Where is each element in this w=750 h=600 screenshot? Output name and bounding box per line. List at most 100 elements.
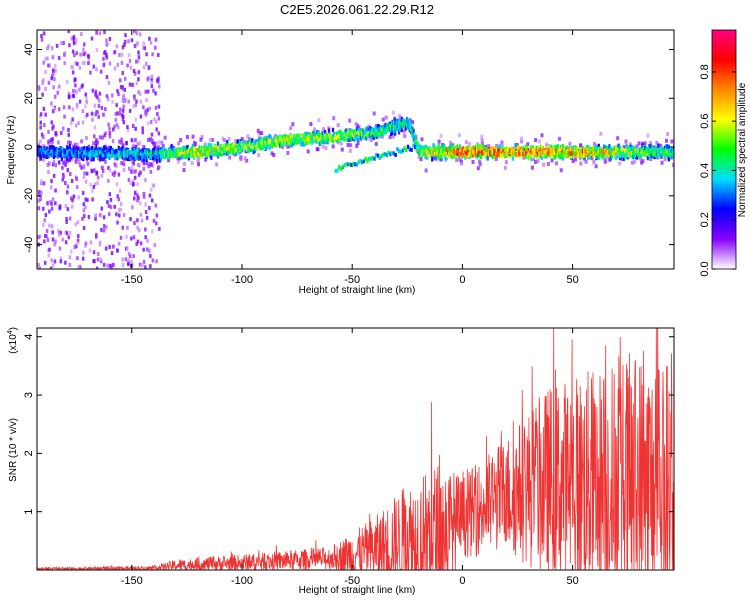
spectrogram-cell xyxy=(123,76,127,81)
x-tick-label: -50 xyxy=(344,575,360,587)
spectrogram-cell xyxy=(134,150,138,156)
spectrogram-cell xyxy=(536,147,540,152)
spectrogram-cell xyxy=(121,114,125,119)
spectrogram-cell xyxy=(597,155,600,161)
spectrogram-cell xyxy=(154,155,157,160)
spectrogram-cell xyxy=(663,153,667,158)
spectrogram-cell xyxy=(121,151,124,156)
spectrogram-cell xyxy=(634,148,637,154)
spectrogram-cell xyxy=(431,157,434,162)
spectrogram-cell xyxy=(155,213,159,218)
spectrogram-cell xyxy=(452,147,455,152)
snr-multiplier-exp: 4 xyxy=(7,330,14,334)
spectrogram-cell xyxy=(476,147,479,152)
spectrogram-cell xyxy=(154,119,158,124)
spectrogram-cell xyxy=(296,137,299,143)
spectrogram-cell xyxy=(432,150,435,155)
spectrogram-cell xyxy=(306,133,309,138)
spectrogram-cell xyxy=(429,151,432,157)
spectrogram-cell xyxy=(69,172,72,177)
spectrogram-cell xyxy=(136,198,139,203)
spectrogram-cell xyxy=(590,156,594,161)
spectrogram-cell xyxy=(550,151,553,156)
spectrogram-cell xyxy=(655,140,659,145)
spectrogram-cell xyxy=(146,108,149,113)
spectrogram-cell xyxy=(301,140,304,146)
spectrogram-cell xyxy=(132,161,136,166)
spectrogram-cell xyxy=(39,120,43,125)
spectrogram-cell xyxy=(647,146,651,151)
spectrogram-cell xyxy=(38,189,41,194)
spectrogram-cell xyxy=(109,197,113,202)
spectrogram-cell xyxy=(493,151,496,156)
spectrogram-cell xyxy=(530,156,533,162)
y-tick-label: 3 xyxy=(23,392,35,398)
spectrogram-cell xyxy=(149,154,152,160)
spectrogram-cell xyxy=(329,134,332,139)
spectrogram-cell xyxy=(390,150,394,155)
spectrogram-cell xyxy=(179,151,183,157)
spectrogram-cell xyxy=(409,129,413,135)
spectrogram-cell xyxy=(601,149,604,154)
spectrogram-cell xyxy=(279,137,282,142)
spectrogram-cell xyxy=(616,146,619,152)
spectrogram-cell xyxy=(326,136,329,142)
spectrogram-cell xyxy=(139,114,143,119)
spectrogram-cell xyxy=(310,138,313,143)
spectrogram-cell xyxy=(42,153,45,158)
spectrogram-cell xyxy=(366,158,369,163)
spectrogram-cell xyxy=(379,126,382,131)
spectrogram-cell xyxy=(83,150,86,155)
spectrogram-cell xyxy=(124,257,128,262)
spectrogram-cell xyxy=(44,70,47,75)
spectrogram-cell xyxy=(318,133,321,139)
spectrogram-cell xyxy=(143,46,147,51)
spectrogram-cell xyxy=(579,161,583,166)
spectrogram-cell xyxy=(103,148,106,154)
spectrogram-cell xyxy=(108,148,111,154)
spectrogram-cell xyxy=(534,138,538,143)
spectrogram-cell xyxy=(175,152,179,157)
spectrogram-cell xyxy=(142,192,146,197)
spectrogram-cell xyxy=(453,154,456,159)
spectrogram-cell xyxy=(85,146,89,151)
spectrogram-cell xyxy=(251,144,254,150)
spectrogram-cell xyxy=(472,152,475,158)
spectrogram-cell xyxy=(506,151,509,156)
spectrogram-cell xyxy=(369,138,373,143)
spectrogram-cell xyxy=(517,154,520,159)
spectrogram-cell xyxy=(462,148,466,154)
spectrogram-cell xyxy=(650,148,653,153)
spectrogram-cell xyxy=(71,107,75,112)
spectrogram-cell xyxy=(170,143,173,149)
spectrogram-cell xyxy=(158,151,161,156)
spectrogram-cell xyxy=(44,87,47,92)
spectrogram-cell xyxy=(380,134,384,139)
spectrogram-cell xyxy=(630,151,633,157)
spectrogram-cell xyxy=(592,160,596,165)
spectrogram-cell xyxy=(277,141,280,146)
spectrogram-cell xyxy=(424,168,428,173)
spectrogram-cell xyxy=(198,146,201,151)
spectrogram-cell xyxy=(150,80,154,85)
spectrogram-cell xyxy=(449,153,452,158)
spectrogram-cell xyxy=(480,138,484,143)
spectrogram-cell xyxy=(572,145,575,151)
spectrogram-cell xyxy=(47,80,51,85)
spectrogram-cell xyxy=(113,66,117,71)
spectrogram-cell xyxy=(128,254,132,259)
spectrogram-cell xyxy=(400,123,403,129)
spectrogram-cell xyxy=(204,145,208,150)
spectrogram-cell xyxy=(116,152,119,158)
spectrogram-cell xyxy=(315,147,319,152)
spectrogram-cell xyxy=(251,147,254,153)
spectrogram-cell xyxy=(337,137,340,143)
spectrogram-cell xyxy=(105,75,109,80)
spectrogram-cell xyxy=(89,182,92,187)
spectrogram-cell xyxy=(353,137,356,142)
spectrogram-cell xyxy=(142,148,145,153)
spectrogram-cell xyxy=(64,204,68,209)
spectrogram-cell xyxy=(348,148,352,153)
spectrogram-cell xyxy=(157,52,160,57)
spectrogram-cell xyxy=(273,135,276,141)
